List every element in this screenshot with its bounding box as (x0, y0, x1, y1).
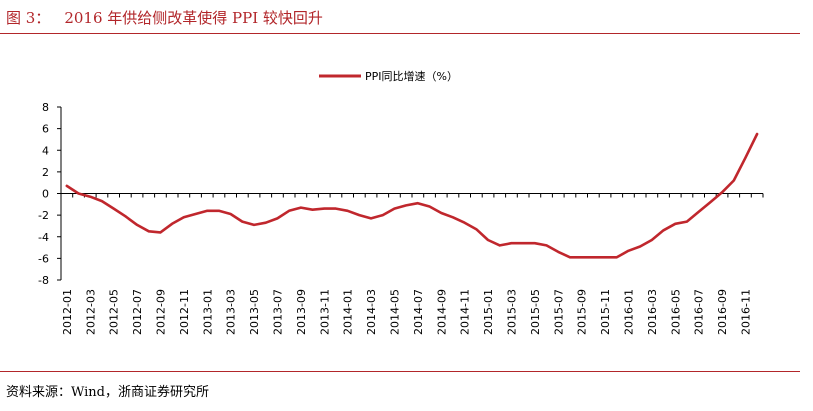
series-layer (65, 132, 759, 259)
figure-title: 图 3： 2016 年供给侧改革使得 PPI 较快回升 (6, 7, 323, 28)
x-tick-label: 2013-01 (201, 289, 214, 335)
y-tick-label: -8 (38, 274, 49, 287)
y-tick-label: 2 (42, 166, 49, 179)
y-tick-label: -2 (38, 209, 49, 222)
legend-label: PPI同比增速（%） (365, 69, 458, 83)
x-tick-label: 2016-07 (693, 289, 706, 335)
figure-title-text: 2016 年供给侧改革使得 PPI 较快回升 (64, 9, 323, 27)
y-tick-label: -4 (38, 231, 49, 244)
x-tick-label: 2015-01 (482, 289, 495, 335)
title-bar: 图 3： 2016 年供给侧改革使得 PPI 较快回升 (0, 0, 800, 34)
x-tick-label: 2012-09 (154, 289, 167, 335)
x-tick-label: 2016-05 (669, 289, 682, 335)
x-tick-label: 2014-01 (342, 289, 355, 335)
y-axis: 8 6 4 2 0 -2 -4 -6 -8 (38, 101, 62, 287)
x-tick-label: 2012-03 (84, 289, 97, 335)
x-tick-label: 2013-07 (271, 289, 284, 335)
y-tick-label: 6 (42, 123, 49, 136)
x-tick-label: 2016-03 (646, 289, 659, 335)
x-tick-label: 2014-05 (388, 289, 401, 335)
x-tick-label: 2014-03 (365, 289, 378, 335)
x-tick-label: 2016-01 (622, 289, 635, 335)
footer-divider (0, 371, 800, 372)
x-tick-label: 2016-11 (739, 289, 752, 335)
x-tick-label: 2015-03 (505, 289, 518, 335)
x-tick-label: 2015-11 (599, 289, 612, 335)
y-tick-label: 0 (42, 188, 49, 201)
x-tick-label: 2012-07 (131, 289, 144, 335)
x-tick-label: 2012-11 (178, 289, 191, 335)
y-tick-label: 4 (42, 144, 49, 157)
x-tick-label: 2016-09 (716, 289, 729, 335)
legend: PPI同比增速（%） (319, 69, 458, 83)
x-tick-label: 2015-07 (552, 289, 565, 335)
x-tick-label: 2014-09 (435, 289, 448, 335)
source-note: 资料来源：Wind，浙商证券研究所 (6, 385, 209, 400)
x-tick-label: 2013-11 (318, 289, 331, 335)
y-tick-label: -6 (38, 252, 49, 265)
x-tick-label: 2015-09 (576, 289, 589, 335)
x-axis: 2012-01 2012-03 2012-05 2012-07 2012-09 2012-… (60, 193, 764, 335)
x-tick-label: 2012-05 (108, 289, 121, 335)
x-tick-label: 2014-11 (459, 289, 472, 335)
y-tick-label: 8 (42, 101, 49, 114)
x-tick-label: 2015-05 (529, 289, 542, 335)
x-tick-label: 2012-01 (61, 289, 74, 335)
x-tick-label: 2013-03 (225, 289, 238, 335)
series-line-ppi (65, 132, 759, 259)
x-tick-label: 2014-07 (412, 289, 425, 335)
figure-label: 图 3： (6, 9, 51, 27)
x-tick-label: 2013-05 (248, 289, 261, 335)
x-tick-label: 2013-09 (295, 289, 308, 335)
